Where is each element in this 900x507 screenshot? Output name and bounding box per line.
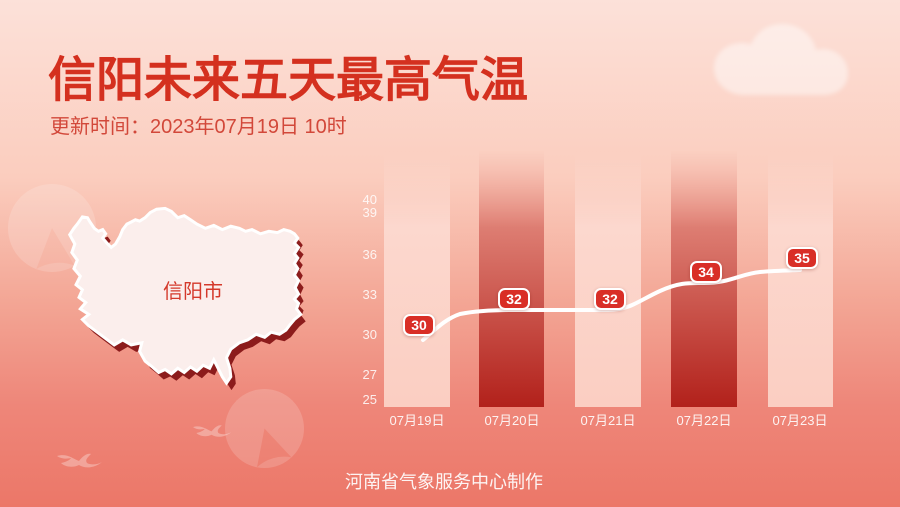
svg-text:信阳市: 信阳市 [163, 280, 223, 303]
